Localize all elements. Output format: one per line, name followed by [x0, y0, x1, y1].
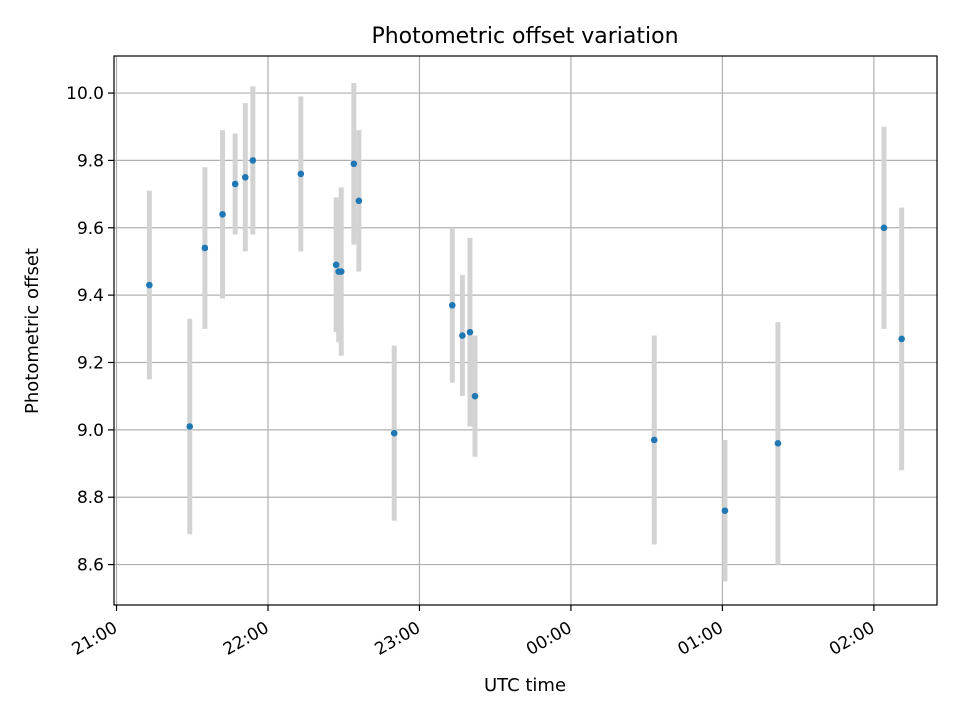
- y-tick-label: 9.8: [77, 151, 104, 171]
- data-point: [186, 423, 194, 430]
- y-tick-label: 9.4: [77, 286, 104, 306]
- data-point: [355, 197, 363, 205]
- data-point: [249, 157, 257, 164]
- x-tick-label: 00:00: [523, 618, 575, 660]
- data-point: [146, 281, 153, 289]
- data-point: [201, 244, 209, 252]
- data-point: [297, 170, 305, 178]
- data-point: [898, 335, 905, 343]
- chart-title: Photometric offset variation: [371, 24, 678, 49]
- data-point: [448, 301, 456, 309]
- y-tick-label: 10.0: [66, 84, 104, 104]
- data-points: [146, 157, 905, 514]
- x-tick-label: 02:00: [826, 618, 878, 660]
- y-tick-label: 9.0: [77, 421, 104, 441]
- data-point: [774, 440, 782, 447]
- error-bars: [146, 82, 905, 582]
- y-tick-label: 9.6: [77, 219, 104, 239]
- x-tick-label: 23:00: [372, 618, 424, 660]
- plot-frame: [113, 55, 938, 606]
- y-axis-label: Photometric offset: [22, 248, 43, 414]
- data-point: [231, 180, 239, 188]
- data-point: [390, 429, 398, 437]
- data-point: [880, 224, 888, 232]
- data-point: [721, 507, 729, 514]
- data-point: [337, 268, 345, 275]
- y-tick-label: 8.8: [77, 488, 104, 508]
- x-tick-label: 22:00: [220, 618, 272, 660]
- x-tick-label: 01:00: [674, 618, 726, 660]
- data-point: [219, 211, 226, 218]
- data-point: [241, 173, 249, 181]
- y-tick-label: 8.6: [77, 556, 104, 576]
- x-tick-label: 21:00: [69, 618, 121, 660]
- data-point: [332, 261, 340, 269]
- data-point: [650, 436, 658, 444]
- x-axis-ticks: 21:00 22:00 23:00 00:00 01:00 02:00: [69, 605, 878, 660]
- data-point: [471, 392, 479, 400]
- y-axis-ticks: 8.6 8.8 9.0 9.2 9.4 9.6 9.8 10.0: [66, 84, 114, 576]
- y-tick-label: 9.2: [77, 353, 104, 373]
- data-point: [466, 328, 474, 336]
- data-point: [350, 160, 358, 168]
- data-point: [459, 332, 466, 339]
- x-axis-label: UTC time: [484, 675, 566, 696]
